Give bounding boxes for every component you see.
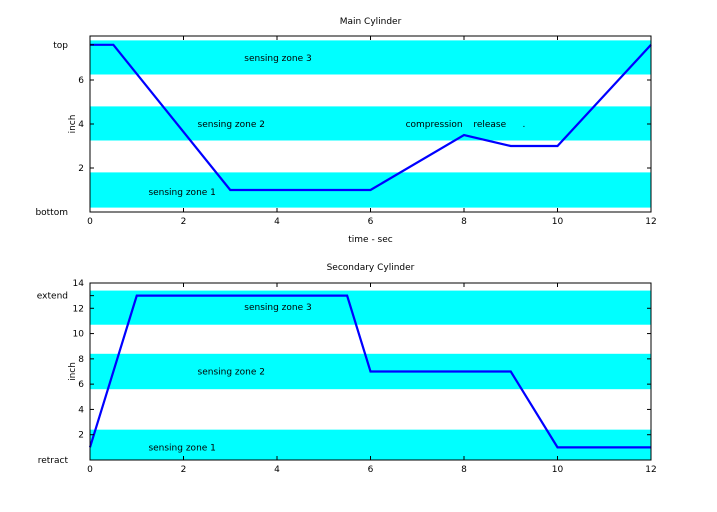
x-tick-label: 2 (181, 217, 187, 227)
sensing-zone-label: sensing zone 3 (244, 303, 311, 313)
y-extra-label: bottom (35, 208, 68, 218)
y-extra-label: extend (37, 292, 68, 302)
annotation-label: release (473, 120, 506, 130)
x-tick-label: 10 (552, 465, 564, 475)
y-extra-label: top (53, 41, 68, 51)
y-tick-label: 6 (78, 380, 84, 390)
chart-title: Main Cylinder (340, 17, 402, 27)
chart-title: Secondary Cylinder (327, 263, 415, 273)
x-axis-label: time - sec (348, 235, 393, 245)
x-tick-label: 4 (274, 465, 280, 475)
y-axis-label: inch (68, 115, 78, 134)
x-tick-label: 8 (461, 217, 467, 227)
sensing-zone-label: sensing zone 1 (148, 188, 215, 198)
y-axis-label: inch (68, 362, 78, 381)
y-tick-label: 6 (78, 76, 84, 86)
x-tick-label: 12 (645, 217, 656, 227)
x-tick-label: 2 (181, 465, 187, 475)
y-tick-label: 2 (78, 164, 84, 174)
x-tick-label: 8 (461, 465, 467, 475)
y-tick-label: 8 (78, 355, 84, 365)
sensing-zone-band (90, 429, 651, 460)
x-tick-label: 6 (368, 465, 374, 475)
x-tick-label: 4 (274, 217, 280, 227)
y-extra-label: retract (38, 456, 69, 466)
sensing-zone-label: sensing zone 3 (244, 54, 311, 64)
chart-2: sensing zone 1 sensing zone 2 sensing zone… (37, 263, 657, 475)
chart-1: sensing zone 1 sensing zone 2 sensing zone… (35, 17, 656, 245)
series-line (90, 43, 652, 192)
annotation-label: . (522, 120, 525, 130)
x-tick-label: 12 (645, 465, 656, 475)
y-tick-label: 12 (73, 304, 84, 314)
sensing-zone-label: sensing zone 1 (148, 443, 215, 453)
sensing-zone-label: sensing zone 2 (198, 120, 265, 130)
x-tick-label: 0 (87, 465, 93, 475)
series-line (88, 294, 651, 449)
sensing-zone-band (90, 40, 651, 75)
y-tick-label: 10 (73, 330, 85, 340)
x-tick-label: 0 (87, 217, 93, 227)
sensing-zone-label: sensing zone 2 (198, 368, 265, 378)
y-tick-label: 4 (78, 120, 84, 130)
y-tick-label: 2 (78, 431, 84, 441)
sensing-zone-band (90, 106, 651, 141)
x-tick-label: 10 (552, 217, 564, 227)
y-tick-label: 4 (78, 405, 84, 415)
annotation-label: compression (406, 120, 463, 130)
y-tick-label: 14 (73, 279, 85, 289)
x-tick-label: 6 (368, 217, 374, 227)
